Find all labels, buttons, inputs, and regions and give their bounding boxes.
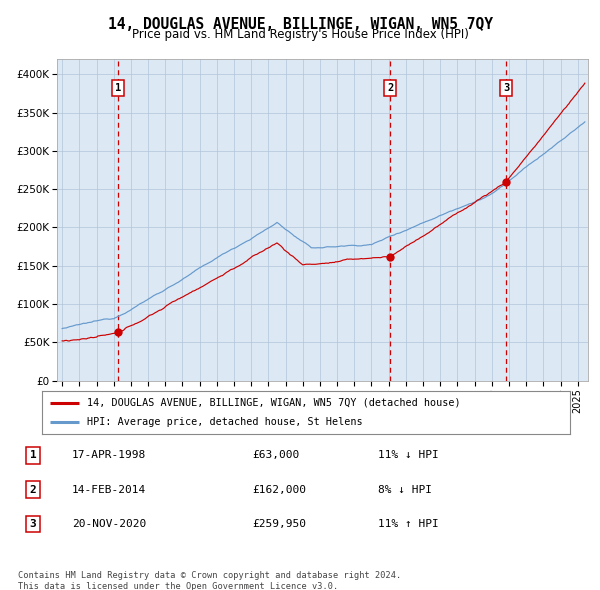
Text: 1: 1 [29, 451, 37, 460]
Text: £63,000: £63,000 [252, 451, 299, 460]
Text: 11% ↑ HPI: 11% ↑ HPI [378, 519, 439, 529]
Text: 11% ↓ HPI: 11% ↓ HPI [378, 451, 439, 460]
Text: Price paid vs. HM Land Registry's House Price Index (HPI): Price paid vs. HM Land Registry's House … [131, 28, 469, 41]
Text: Contains HM Land Registry data © Crown copyright and database right 2024.: Contains HM Land Registry data © Crown c… [18, 571, 401, 579]
Text: 14-FEB-2014: 14-FEB-2014 [72, 485, 146, 494]
Text: £259,950: £259,950 [252, 519, 306, 529]
Text: This data is licensed under the Open Government Licence v3.0.: This data is licensed under the Open Gov… [18, 582, 338, 590]
Text: 14, DOUGLAS AVENUE, BILLINGE, WIGAN, WN5 7QY: 14, DOUGLAS AVENUE, BILLINGE, WIGAN, WN5… [107, 17, 493, 31]
Text: 20-NOV-2020: 20-NOV-2020 [72, 519, 146, 529]
Text: 3: 3 [503, 83, 509, 93]
Text: 17-APR-1998: 17-APR-1998 [72, 451, 146, 460]
Text: £162,000: £162,000 [252, 485, 306, 494]
Text: 1: 1 [115, 83, 121, 93]
Text: 8% ↓ HPI: 8% ↓ HPI [378, 485, 432, 494]
Text: 2: 2 [387, 83, 393, 93]
Text: HPI: Average price, detached house, St Helens: HPI: Average price, detached house, St H… [87, 417, 362, 427]
Text: 3: 3 [29, 519, 37, 529]
Text: 2: 2 [29, 485, 37, 494]
Text: 14, DOUGLAS AVENUE, BILLINGE, WIGAN, WN5 7QY (detached house): 14, DOUGLAS AVENUE, BILLINGE, WIGAN, WN5… [87, 398, 461, 408]
